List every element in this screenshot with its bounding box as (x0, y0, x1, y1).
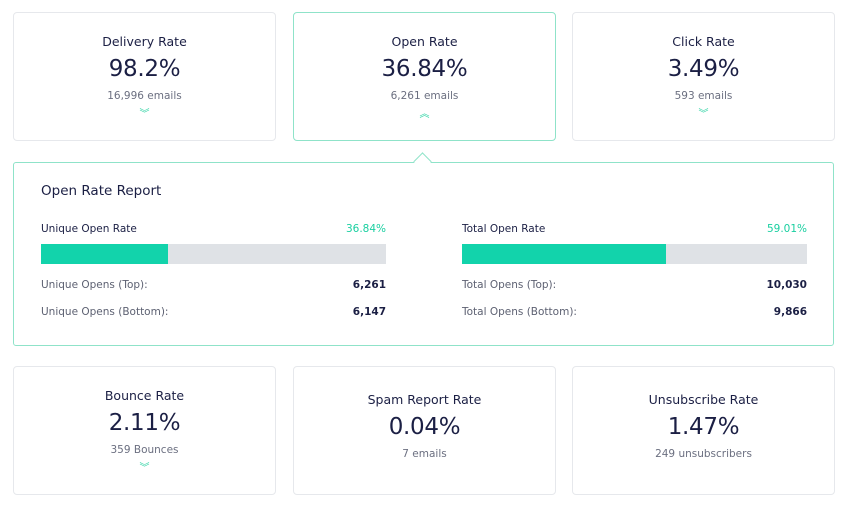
row-value: 10,030 (766, 279, 807, 291)
row-label: Total Opens (Top): (462, 279, 557, 291)
card-value: 3.49% (667, 56, 740, 82)
unique-open-rate-percent: 36.84% (345, 223, 386, 235)
total-open-rate-bar (462, 244, 807, 264)
total-opens-bottom-row: Total Opens (Bottom): 9,866 (462, 306, 807, 318)
unique-open-rate-fill (41, 244, 169, 264)
row-value: 6,261 (352, 279, 386, 291)
row-value: 6,147 (352, 306, 386, 318)
card-subtext: 359 Bounces (110, 444, 179, 456)
card-title: Spam Report Rate (367, 392, 482, 407)
chevron-double-down-icon[interactable]: ︾ (698, 109, 709, 120)
card-value: 1.47% (667, 414, 740, 440)
row-value: 9,866 (773, 306, 807, 318)
total-open-rate-section: Total Open Rate 59.01% Total Opens (Top):… (462, 223, 807, 318)
unique-opens-top-row: Unique Opens (Top): 6,261 (41, 279, 386, 291)
card-title: Bounce Rate (104, 388, 185, 403)
card-value: 36.84% (381, 56, 468, 82)
total-open-rate-label: Total Open Rate (462, 223, 546, 235)
card-title: Click Rate (672, 34, 735, 49)
card-subtext: 7 emails (402, 448, 447, 460)
chevron-double-down-icon[interactable]: ︾ (139, 463, 150, 474)
unique-open-rate-label: Unique Open Rate (41, 223, 137, 235)
card-title: Open Rate (391, 34, 458, 49)
card-subtext: 6,261 emails (390, 90, 459, 102)
card-subtext: 249 unsubscribers (655, 448, 752, 460)
click-rate-card[interactable]: Click Rate 3.49% 593 emails ︾ (572, 12, 835, 141)
unsubscribe-rate-card: Unsubscribe Rate 1.47% 249 unsubscribers (572, 366, 835, 495)
chevron-double-down-icon[interactable]: ︾ (139, 109, 150, 120)
open-rate-card[interactable]: Open Rate 36.84% 6,261 emails ︽ (293, 12, 556, 141)
card-value: 98.2% (108, 56, 181, 82)
row-label: Unique Opens (Bottom): (41, 306, 169, 318)
unique-opens-bottom-row: Unique Opens (Bottom): 6,147 (41, 306, 386, 318)
card-value: 0.04% (388, 414, 461, 440)
card-subtext: 16,996 emails (107, 90, 182, 102)
spam-report-rate-card: Spam Report Rate 0.04% 7 emails (293, 366, 556, 495)
card-subtext: 593 emails (674, 90, 733, 102)
total-open-rate-fill (462, 244, 666, 264)
card-title: Delivery Rate (102, 34, 187, 49)
unique-open-rate-section: Unique Open Rate 36.84% Unique Opens (Top… (41, 223, 386, 318)
delivery-rate-card[interactable]: Delivery Rate 98.2% 16,996 emails ︾ (13, 12, 276, 141)
unique-open-rate-bar (41, 244, 386, 264)
chevron-double-up-icon[interactable]: ︽ (419, 109, 430, 120)
total-open-rate-percent: 59.01% (766, 223, 807, 235)
bounce-rate-card[interactable]: Bounce Rate 2.11% 359 Bounces ︾ (13, 366, 276, 495)
total-opens-top-row: Total Opens (Top): 10,030 (462, 279, 807, 291)
open-rate-report-panel: Open Rate Report Unique Open Rate 36.84% … (13, 162, 834, 346)
report-title: Open Rate Report (41, 183, 162, 199)
row-label: Total Opens (Bottom): (462, 306, 577, 318)
card-title: Unsubscribe Rate (648, 392, 759, 407)
card-value: 2.11% (108, 410, 181, 436)
row-label: Unique Opens (Top): (41, 279, 148, 291)
